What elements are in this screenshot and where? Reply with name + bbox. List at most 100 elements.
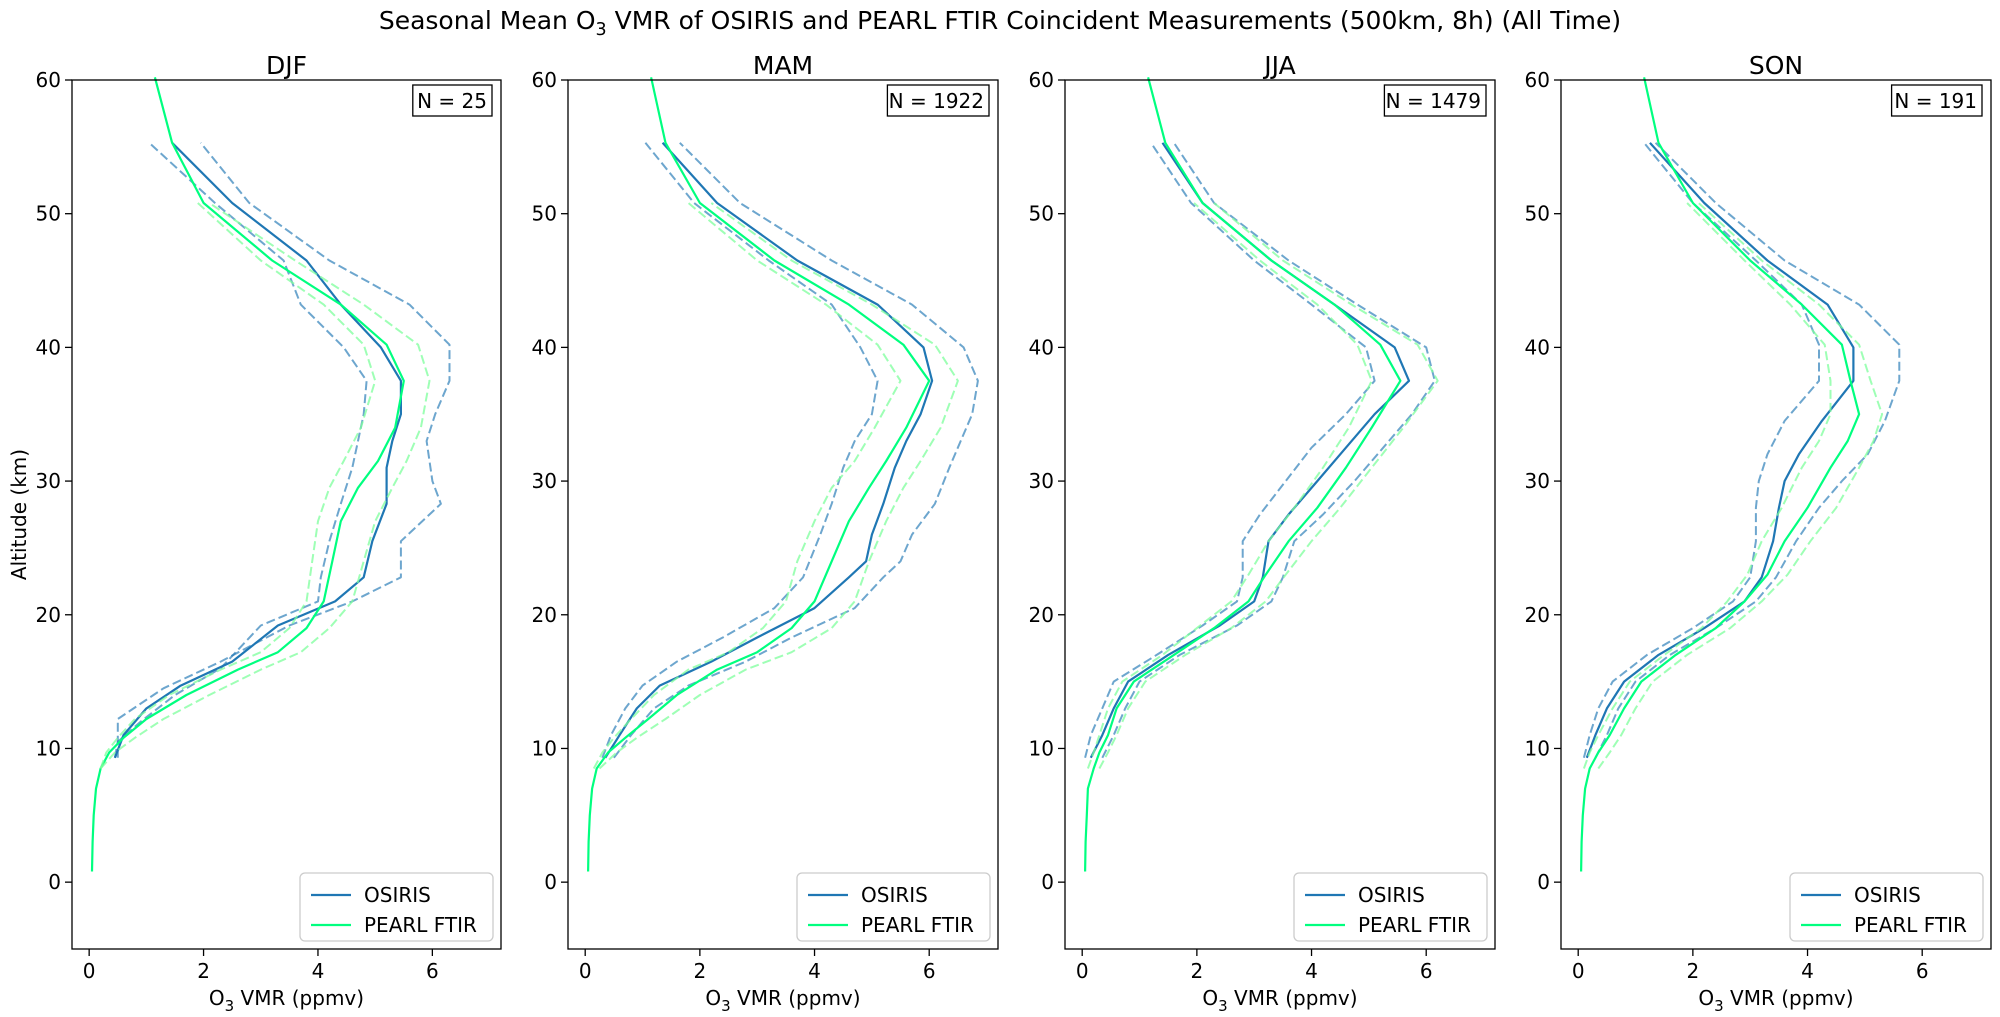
series-line-pearl-ftir-lower bbox=[1086, 202, 1373, 769]
plot-frame bbox=[567, 79, 999, 950]
x-axis-label-pre: O bbox=[209, 986, 225, 1010]
x-axis-label-post: VMR (ppmv) bbox=[1724, 986, 1854, 1010]
series-line-pearl-ftir-upper bbox=[1597, 202, 1884, 770]
x-axis-label-sub: 3 bbox=[1218, 997, 1228, 1015]
y-tick-label: 0 bbox=[1041, 870, 1054, 894]
x-axis-label-pre: O bbox=[1698, 986, 1714, 1010]
series-line-osiris-upper bbox=[116, 142, 451, 758]
legend-label: PEARL FTIR bbox=[364, 913, 477, 937]
y-tick-label: 60 bbox=[532, 68, 557, 92]
count-annotation-text: N = 1479 bbox=[1386, 89, 1481, 113]
x-tick-label: 6 bbox=[1420, 959, 1433, 983]
y-tick-label: 20 bbox=[1029, 603, 1054, 627]
series-line-pearl-ftir bbox=[1084, 77, 1402, 872]
x-axis-label: O3 VMR (ppmv) bbox=[209, 986, 364, 1015]
y-tick-label: 0 bbox=[48, 870, 61, 894]
x-tick-label: 6 bbox=[923, 959, 936, 983]
plot-frame bbox=[71, 79, 502, 950]
x-tick-label: 2 bbox=[1190, 959, 1203, 983]
y-tick-label: 60 bbox=[36, 68, 61, 92]
y-tick-label: 20 bbox=[1525, 603, 1550, 627]
x-axis-label-pre: O bbox=[705, 986, 721, 1010]
plot-frame bbox=[1064, 79, 1496, 950]
y-tick-label: 50 bbox=[36, 202, 61, 226]
x-axis-label-sub: 3 bbox=[225, 997, 235, 1015]
x-tick-label: 4 bbox=[1801, 959, 1814, 983]
count-annotation-box bbox=[1890, 84, 1983, 117]
series-line-osiris bbox=[1585, 142, 1855, 759]
x-tick-label: 0 bbox=[579, 959, 592, 983]
series-line-pearl-ftir-upper bbox=[1098, 202, 1439, 769]
x-tick-label: 2 bbox=[1686, 959, 1699, 983]
x-tick-label: 0 bbox=[83, 959, 96, 983]
series-line-pearl-ftir bbox=[90, 77, 405, 872]
y-tick-label: 40 bbox=[1029, 335, 1054, 359]
x-axis-label-sub: 3 bbox=[1714, 997, 1724, 1015]
legend-label: OSIRIS bbox=[1358, 883, 1425, 907]
x-tick-label: 0 bbox=[1572, 959, 1585, 983]
y-tick-label: 30 bbox=[532, 469, 557, 493]
series-line-pearl-ftir-lower bbox=[99, 202, 377, 769]
x-tick-label: 2 bbox=[197, 959, 210, 983]
count-annotation: N = 191 bbox=[1890, 84, 1983, 117]
count-annotation-text: N = 191 bbox=[1894, 89, 1977, 113]
y-tick-label: 30 bbox=[1029, 469, 1054, 493]
x-tick-label: 4 bbox=[808, 959, 821, 983]
series-line-osiris-lower bbox=[601, 142, 879, 759]
legend-label: OSIRIS bbox=[364, 883, 431, 907]
y-tick-label: 60 bbox=[1029, 68, 1054, 92]
y-tick-label: 0 bbox=[544, 870, 557, 894]
x-axis-label-sub: 3 bbox=[721, 997, 731, 1015]
y-tick-label: 40 bbox=[532, 335, 557, 359]
count-annotation: N = 1479 bbox=[1383, 84, 1487, 117]
y-tick-label: 10 bbox=[1029, 736, 1054, 760]
series-line-pearl-ftir-lower bbox=[592, 202, 902, 769]
x-axis-label-post: VMR (ppmv) bbox=[234, 986, 364, 1010]
x-tick-label: 2 bbox=[693, 959, 706, 983]
y-tick-label: 10 bbox=[1525, 736, 1550, 760]
series-line-osiris-upper bbox=[613, 142, 979, 759]
y-tick-label: 50 bbox=[1525, 202, 1550, 226]
y-tick-label: 20 bbox=[36, 603, 61, 627]
y-tick-label: 60 bbox=[1525, 68, 1550, 92]
series-line-osiris-lower bbox=[1582, 142, 1820, 759]
count-annotation-box bbox=[1383, 84, 1487, 117]
series-line-osiris-lower bbox=[113, 142, 368, 758]
subplot-title: MAM bbox=[753, 51, 813, 80]
legend: OSIRIS PEARL FTIR bbox=[796, 872, 991, 942]
count-annotation-box bbox=[412, 84, 493, 117]
x-axis-label-pre: O bbox=[1202, 986, 1218, 1010]
y-tick-label: 10 bbox=[532, 736, 557, 760]
figure-title-post: VMR of OSIRIS and PEARL FTIR Coincident … bbox=[606, 6, 1622, 35]
series-line-pearl-ftir bbox=[1580, 77, 1861, 872]
y-tick-label: 40 bbox=[1525, 335, 1550, 359]
y-tick-label: 20 bbox=[532, 603, 557, 627]
x-axis-label: O3 VMR (ppmv) bbox=[1202, 986, 1357, 1015]
subplot-title: JJA bbox=[1262, 51, 1295, 80]
legend: OSIRIS PEARL FTIR bbox=[1293, 872, 1488, 942]
figure-title-pre: Seasonal Mean O bbox=[378, 6, 596, 35]
legend: OSIRIS PEARL FTIR bbox=[1789, 872, 1984, 942]
x-axis-label-post: VMR (ppmv) bbox=[731, 986, 861, 1010]
x-tick-label: 6 bbox=[426, 959, 439, 983]
legend-label: OSIRIS bbox=[1854, 883, 1921, 907]
x-axis-label-post: VMR (ppmv) bbox=[1228, 986, 1358, 1010]
x-tick-label: 4 bbox=[1305, 959, 1318, 983]
legend-label: PEARL FTIR bbox=[1854, 913, 1967, 937]
series-line-pearl-ftir bbox=[587, 77, 931, 872]
y-tick-label: 50 bbox=[532, 202, 557, 226]
series-line-pearl-ftir-lower bbox=[1582, 202, 1832, 769]
x-axis-label: O3 VMR (ppmv) bbox=[705, 986, 860, 1015]
y-tick-label: 30 bbox=[1525, 469, 1550, 493]
series-line-osiris-upper bbox=[1594, 142, 1901, 759]
series-line-osiris bbox=[604, 142, 934, 759]
count-annotation-box bbox=[886, 84, 990, 117]
y-axis-label: Altitude (km) bbox=[7, 449, 31, 580]
y-tick-label: 0 bbox=[1537, 870, 1550, 894]
